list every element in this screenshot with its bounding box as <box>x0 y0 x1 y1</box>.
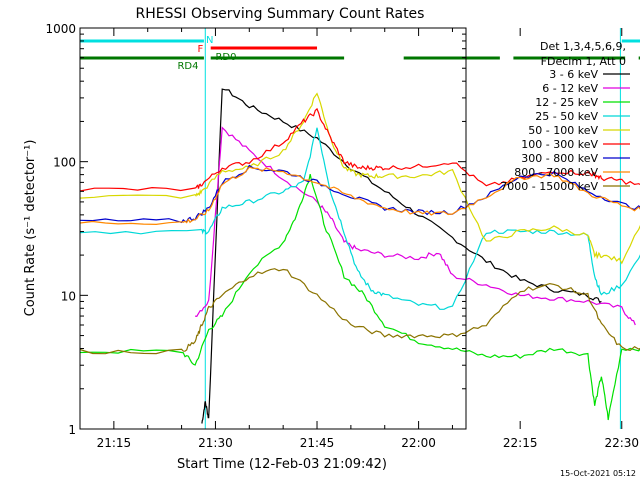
x-axis-label: Start Time (12-Feb-03 21:09:42) <box>177 457 387 472</box>
chart-title: RHESSI Observing Summary Count Rates <box>136 6 425 22</box>
plot-area: NF RD0 RD4 <box>79 28 640 429</box>
x-tick-label: 21:30 <box>198 436 233 450</box>
legend-label: 3 - 6 keV <box>549 68 598 81</box>
legend: Det 1,3,4,5,6,9, FDecim 1, Att 03 - 6 keV… <box>500 40 630 193</box>
axes: 1 10 100 1000 21:15 21:30 21:45 22:00 22:15 22:30… <box>45 22 639 450</box>
annotation-rd4: RD4 <box>177 61 198 72</box>
y-tick-label: 1000 <box>45 22 76 36</box>
legend-label: 100 - 300 keV <box>521 138 598 151</box>
legend-label: 25 - 50 keV <box>535 110 598 123</box>
legend-label: 7000 - 15000 keV <box>500 180 598 193</box>
series-line-1 <box>195 126 636 326</box>
annotation-rd0: RD0 <box>215 52 236 63</box>
legend-label: 300 - 800 keV <box>521 152 598 165</box>
series-line-8 <box>79 268 640 355</box>
legend-label: 6 - 12 keV <box>542 82 598 95</box>
x-tick-label: 21:15 <box>97 436 132 450</box>
y-tick-label: 10 <box>61 289 76 303</box>
x-tick-label: 22:15 <box>503 436 538 450</box>
footer-date: 15-Oct-2021 05:12 <box>560 469 636 478</box>
annotation-f: F <box>197 44 203 55</box>
legend-label: 800 - 7000 keV <box>514 166 598 179</box>
y-axis-label: Count Rate (s⁻¹ detector⁻¹) <box>23 140 38 317</box>
series-line-4 <box>79 92 640 265</box>
legend-label: 50 - 100 keV <box>528 124 598 137</box>
x-tick-label: 21:45 <box>300 436 335 450</box>
legend-header: Det 1,3,4,5,6,9, <box>540 40 626 53</box>
annotation-n: N <box>206 35 213 46</box>
series-line-0 <box>201 88 602 424</box>
series-line-7 <box>79 166 640 226</box>
y-tick-label: 1 <box>68 423 76 437</box>
x-tick-label: 22:30 <box>604 436 639 450</box>
y-tick-label: 100 <box>53 156 76 170</box>
legend-label: 12 - 25 keV <box>535 96 598 109</box>
plot-frame <box>79 27 467 430</box>
series-line-2 <box>79 173 640 421</box>
x-tick-label: 22:00 <box>401 436 436 450</box>
series-line-5 <box>79 107 640 192</box>
series-line-3 <box>79 127 640 310</box>
legend-header: FDecim 1, Att 0 <box>541 55 626 68</box>
